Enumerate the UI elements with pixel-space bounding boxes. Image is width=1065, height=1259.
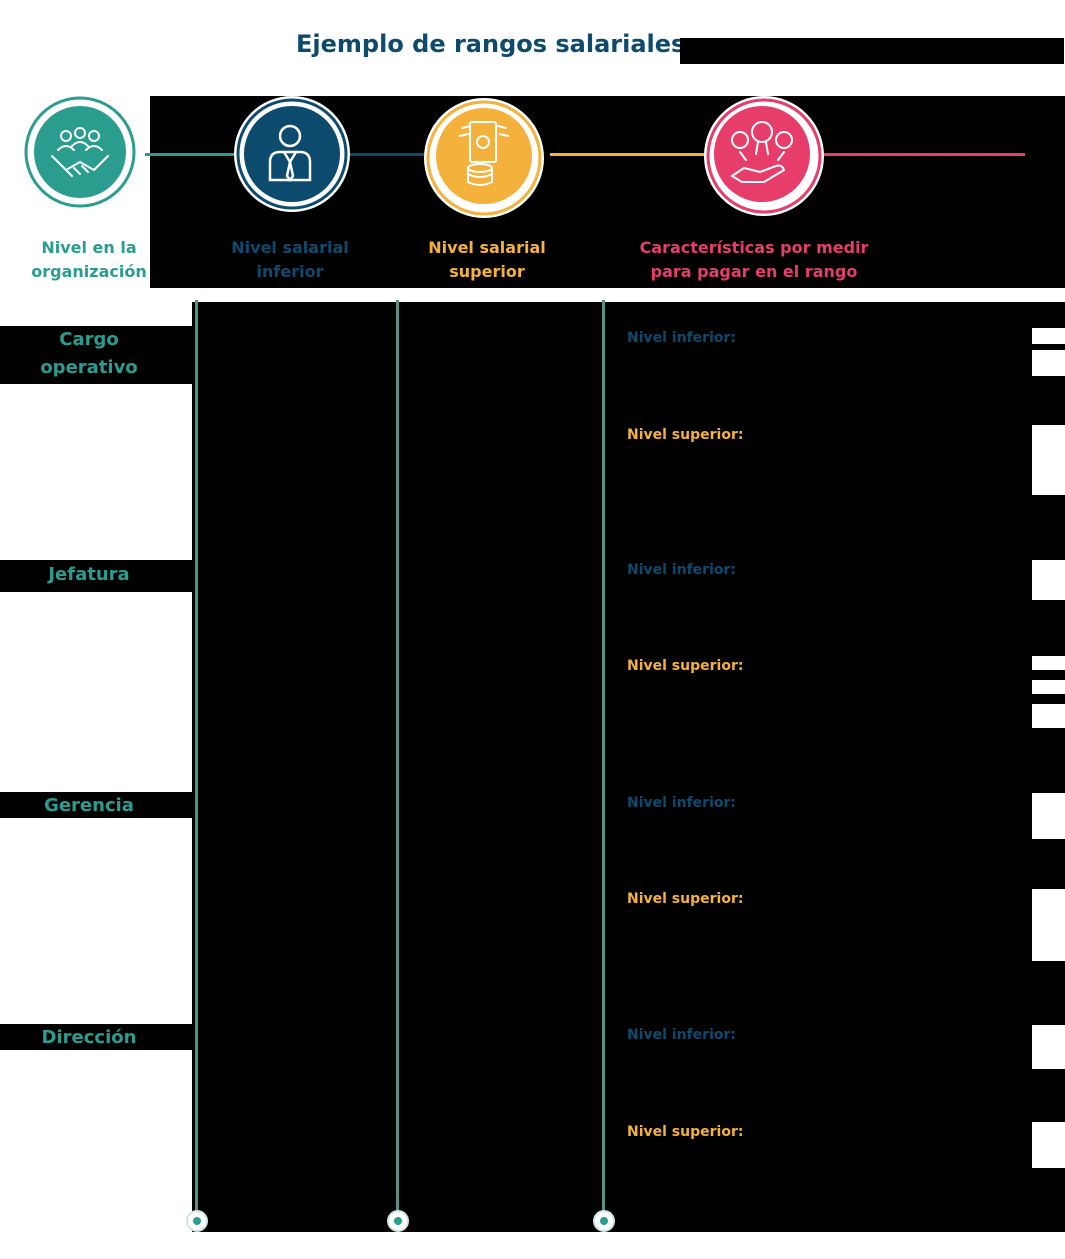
row-label-gerencia: Gerencia	[44, 795, 134, 816]
header-circle-characteristics	[702, 96, 826, 220]
nivel-inferior-label: Nivel inferior:	[627, 795, 736, 811]
header-label-superior: Nivel salarial superior	[428, 238, 546, 281]
connector-line-2	[350, 153, 430, 156]
row-label-cargo-operativo: Cargo operativo	[40, 329, 138, 378]
employee-icon	[234, 96, 350, 212]
connector-line-1	[145, 153, 235, 156]
nivel-inferior-label: Nivel inferior:	[627, 1027, 736, 1043]
nivel-superior-label: Nivel superior:	[627, 658, 744, 674]
header-circle-inferior	[232, 96, 356, 220]
connector-line-3	[550, 153, 705, 156]
connector-line-4	[820, 153, 1025, 156]
nivel-superior-label: Nivel superior:	[627, 427, 744, 443]
redaction-bar	[680, 38, 1064, 64]
column-line-2	[396, 300, 399, 1212]
timeline-dot-1	[186, 1210, 208, 1232]
timeline-dot-3	[593, 1210, 615, 1232]
nivel-inferior-label: Nivel inferior:	[627, 330, 736, 346]
header-circle-superior	[422, 96, 546, 220]
row-label-direccion: Dirección	[41, 1027, 137, 1048]
nivel-superior-label: Nivel superior:	[627, 891, 744, 907]
money-coins-icon	[424, 98, 544, 218]
header-label-characteristics: Características por medir para pagar en e…	[639, 238, 869, 281]
page-title: Ejemplo de rangos salariales	[296, 30, 686, 58]
handshake-team-icon	[24, 96, 136, 208]
timeline-dot-2	[387, 1210, 409, 1232]
header-label-organization: Nivel en la organización	[31, 238, 147, 281]
content-area	[192, 302, 1065, 1232]
row-label-jefatura: Jefatura	[48, 564, 130, 585]
column-line-1	[195, 300, 198, 1212]
column-line-3	[602, 300, 605, 1212]
nivel-inferior-label: Nivel inferior:	[627, 562, 736, 578]
header-circle-organization	[22, 96, 146, 220]
nivel-superior-label: Nivel superior:	[627, 1124, 744, 1140]
header-label-inferior: Nivel salarial inferior	[231, 238, 349, 281]
reward-hand-icon	[704, 96, 824, 216]
